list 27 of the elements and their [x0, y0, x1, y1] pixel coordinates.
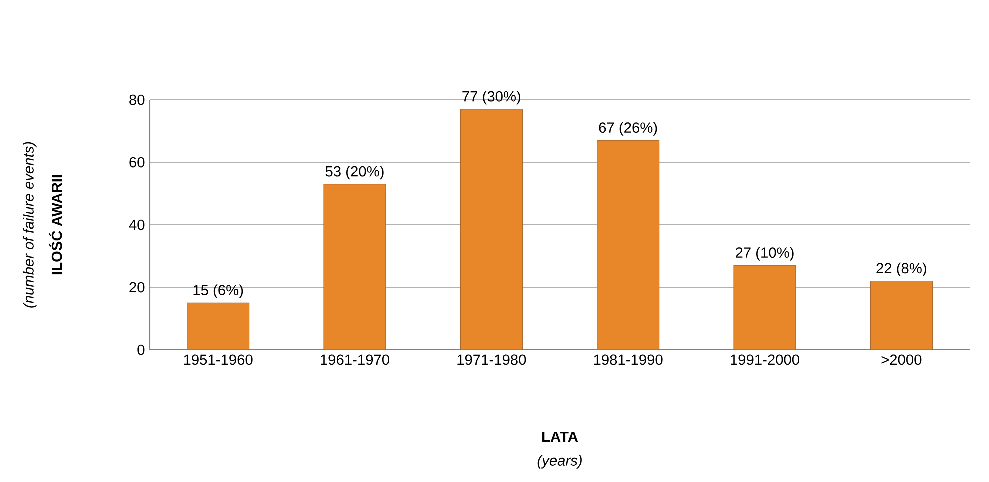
y-tick-label: 80 — [130, 94, 145, 106]
x-tick-label: 1971-1980 — [458, 354, 526, 366]
bar — [734, 265, 796, 350]
x-tick-label: 1961-1970 — [321, 354, 390, 366]
y-tick-label: 60 — [130, 157, 145, 168]
x-tick-label: 1951-1960 — [184, 354, 253, 366]
text: (years) — [538, 455, 582, 469]
bar — [597, 140, 660, 350]
x-tick-label: 1991-2000 — [731, 354, 800, 366]
bar — [187, 302, 250, 350]
bar — [870, 280, 933, 350]
y-tick-label: 40 — [129, 220, 145, 230]
data-label: 77 (30%) — [462, 91, 520, 105]
data-label: 22 (8%) — [876, 262, 926, 277]
data-label: 15 (6%) — [194, 284, 244, 298]
y-tick-label: 0 — [138, 344, 145, 356]
bar — [460, 109, 523, 350]
data-label: 67 (26%) — [599, 122, 658, 136]
data-label: 27 (10%) — [736, 247, 794, 261]
data-label: 53 (20%) — [326, 166, 384, 180]
x-tick-label: >2000 — [882, 354, 922, 366]
x-axis-title: LATA — [542, 432, 578, 442]
y-tick-label: 20 — [130, 282, 145, 293]
x-tick-label: 1981-1990 — [594, 354, 663, 366]
text: (number of failure events) — [23, 142, 37, 308]
bar — [324, 184, 386, 350]
y-axis-title: ILOŚĆ AWARII — [49, 175, 62, 275]
